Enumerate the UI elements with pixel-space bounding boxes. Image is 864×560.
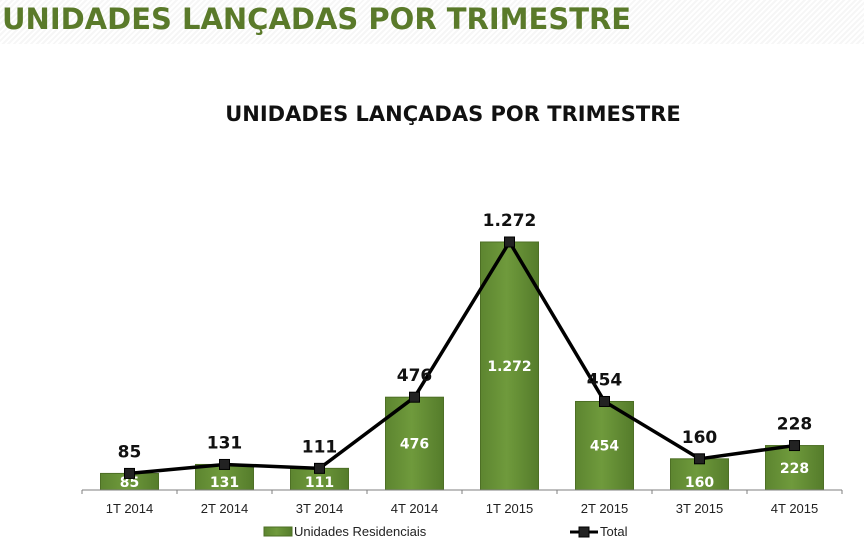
bar-value-label: 85 — [120, 475, 139, 491]
total-point — [694, 453, 705, 465]
total-point — [599, 395, 610, 407]
total-point — [504, 236, 515, 248]
total-value-label: 131 — [207, 433, 243, 453]
total-line-group: 85 131 111 476 1.272 454 160 228 — [118, 211, 813, 479]
total-line — [129, 240, 795, 476]
x-tick-label: 4T 2014 — [391, 501, 438, 516]
bar-value-label: 160 — [685, 475, 714, 491]
x-tick-label: 3T 2015 — [676, 501, 723, 516]
x-tick-label: 2T 2015 — [581, 501, 628, 516]
legend-swatch-marker — [578, 526, 590, 538]
x-tick-label: 1T 2014 — [106, 501, 153, 516]
legend-label-line: Total — [600, 524, 628, 539]
header-band — [0, 0, 864, 44]
bar-value-label: 131 — [210, 475, 239, 491]
chart-title: UNIDADES LANÇADAS POR TRIMESTRE — [225, 102, 681, 126]
bar-4t-2015 — [765, 445, 824, 491]
total-point — [314, 462, 325, 474]
legend: Unidades Residenciais Total — [263, 524, 628, 539]
total-value-label: 476 — [397, 366, 433, 386]
total-value-label: 1.272 — [483, 211, 537, 231]
bars-group: 85 131 111 476 1.272 454 160 228 — [100, 241, 824, 491]
total-value-label: 228 — [777, 415, 813, 435]
total-point — [409, 391, 420, 403]
total-value-label: 85 — [118, 442, 142, 462]
x-ticks: 1T 2014 2T 2014 3T 2014 4T 2014 1T 2015 2T 20… — [81, 490, 843, 516]
bar-value-label: 454 — [590, 439, 619, 455]
bar-value-label: 476 — [400, 437, 429, 453]
bar-value-label: 228 — [780, 461, 809, 477]
legend-swatch-bars — [263, 526, 293, 537]
x-tick-label: 4T 2015 — [771, 501, 818, 516]
x-tick-label: 2T 2014 — [201, 501, 248, 516]
total-point — [789, 440, 800, 452]
total-value-label: 160 — [682, 428, 718, 448]
x-tick-label: 1T 2015 — [486, 501, 533, 516]
legend-label-bars: Unidades Residenciais — [294, 524, 427, 539]
total-value-label: 454 — [587, 370, 623, 390]
total-point — [124, 467, 135, 479]
bar-value-label: 111 — [305, 475, 334, 491]
bar-value-label: 1.272 — [487, 359, 531, 375]
total-point — [219, 458, 230, 470]
x-tick-label: 3T 2014 — [296, 501, 343, 516]
page-title: UNIDADES LANÇADAS POR TRIMESTRE — [2, 2, 632, 36]
total-value-label: 111 — [302, 437, 338, 457]
